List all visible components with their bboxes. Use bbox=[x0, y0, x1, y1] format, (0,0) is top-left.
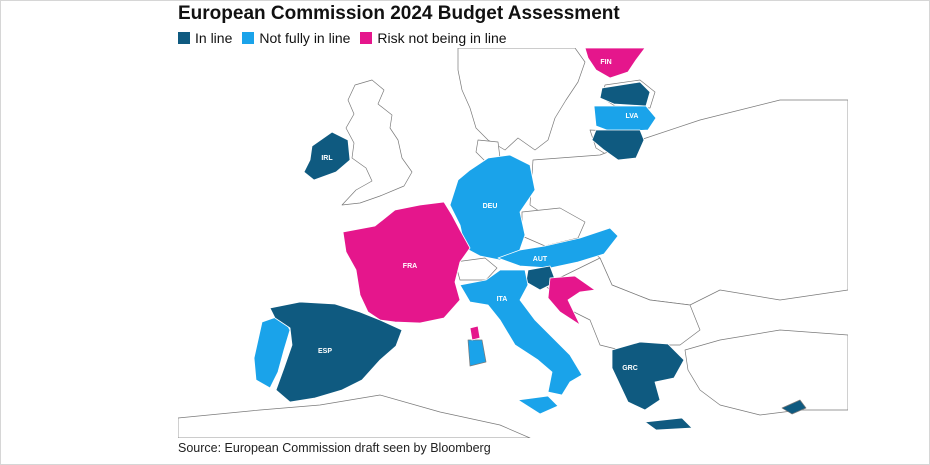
label-aut: AUT bbox=[533, 256, 548, 263]
legend-item-in-line: In line bbox=[178, 30, 232, 46]
country-fra bbox=[342, 201, 471, 324]
legend-swatch-in-line bbox=[178, 32, 190, 44]
map-region-sardinia bbox=[467, 339, 487, 367]
map-region-scandinavia bbox=[457, 48, 586, 151]
legend: In line Not fully in line Risk not being… bbox=[178, 30, 507, 46]
country-ltu bbox=[591, 129, 645, 161]
chart-title: European Commission 2024 Budget Assessme… bbox=[178, 3, 620, 24]
legend-item-not-fully-in-line: Not fully in line bbox=[242, 30, 350, 46]
label-irl: IRL bbox=[321, 155, 333, 162]
map-region-gb bbox=[341, 79, 413, 206]
label-grc: GRC bbox=[622, 365, 638, 372]
country-esp bbox=[269, 301, 403, 403]
map-region-balkans bbox=[544, 257, 701, 351]
label-deu: DEU bbox=[483, 203, 498, 210]
label-fra: FRA bbox=[403, 263, 417, 270]
legend-label-not-fully-in-line: Not fully in line bbox=[259, 30, 351, 46]
country-hrv bbox=[547, 275, 596, 326]
country-fra-corsica bbox=[469, 325, 481, 341]
map-region-tur bbox=[684, 329, 848, 416]
map-region-che bbox=[454, 257, 498, 281]
europe-map: FIN LVA IRL DEU FRA AUT ITA ESP GRC bbox=[178, 48, 848, 438]
country-aut bbox=[497, 227, 619, 269]
label-ita: ITA bbox=[497, 296, 508, 303]
label-fin: FIN bbox=[600, 59, 611, 66]
legend-item-risk: Risk not being in line bbox=[360, 30, 507, 46]
country-grc bbox=[611, 341, 685, 411]
label-esp: ESP bbox=[318, 348, 332, 355]
label-lva: LVA bbox=[626, 113, 639, 120]
country-grc-crete bbox=[644, 417, 693, 431]
legend-swatch-risk bbox=[360, 32, 373, 44]
country-fin bbox=[584, 48, 646, 79]
map-region-cyp bbox=[781, 399, 807, 415]
legend-label-in-line: In line bbox=[195, 30, 233, 46]
country-ita-sicily bbox=[517, 395, 559, 415]
country-lva bbox=[593, 105, 657, 133]
country-ita bbox=[459, 269, 583, 396]
legend-label-risk: Risk not being in line bbox=[377, 30, 507, 46]
source-note: Source: European Commission draft seen b… bbox=[178, 441, 491, 455]
map-region-north-africa bbox=[178, 394, 531, 438]
legend-swatch-not-fully-in-line bbox=[242, 32, 255, 44]
country-irl bbox=[303, 131, 351, 181]
